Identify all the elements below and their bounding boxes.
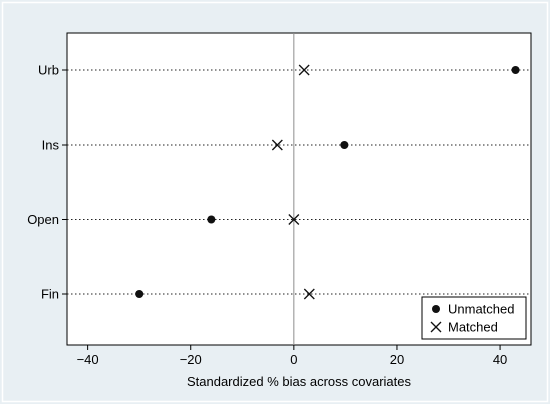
unmatched-point-ins [340, 141, 349, 149]
matched-cross-stroke [288, 214, 300, 225]
matched-cross-stroke [271, 139, 283, 151]
legend-matched-label: Matched [448, 320, 498, 335]
unmatched-point-fin [135, 290, 144, 298]
unmatched-point-urb [511, 66, 520, 74]
x-tick-label-3: 20 [390, 352, 404, 367]
y-tick-label-open: Open [27, 212, 59, 227]
x-tick-label-4: 40 [493, 352, 507, 367]
legend-box [421, 296, 527, 340]
legend: Unmatched Matched [421, 296, 527, 340]
unmatched-point-open [207, 215, 216, 224]
matched-point-ins [271, 139, 283, 151]
legend-cross-stroke [430, 321, 442, 333]
x-tick-label-0: −40 [77, 352, 99, 367]
y-tick-label-urb: Urb [38, 63, 59, 78]
matched-cross-stroke [303, 288, 315, 300]
x-axis: −40 −20 0 20 40 [77, 345, 507, 367]
category-grid-lines [67, 69, 531, 295]
legend-unmatched-marker [432, 305, 440, 313]
matched-cross-stroke [298, 64, 310, 76]
y-tick-label-fin: Fin [41, 287, 59, 302]
y-axis: Urb Ins Open Fin [27, 63, 67, 302]
y-tick-label-ins: Ins [42, 138, 60, 153]
legend-matched-marker [430, 321, 442, 333]
x-axis-title: Standardized % bias across covariates [187, 374, 412, 389]
x-tick-label-2: 0 [290, 352, 297, 367]
matched-point-fin [303, 288, 315, 300]
x-tick-label-1: −20 [180, 352, 202, 367]
plot-area [66, 32, 532, 346]
matched-point-urb [298, 64, 310, 76]
legend-unmatched-label: Unmatched [448, 302, 514, 317]
data-markers [135, 64, 520, 300]
matched-point-open [288, 214, 300, 225]
